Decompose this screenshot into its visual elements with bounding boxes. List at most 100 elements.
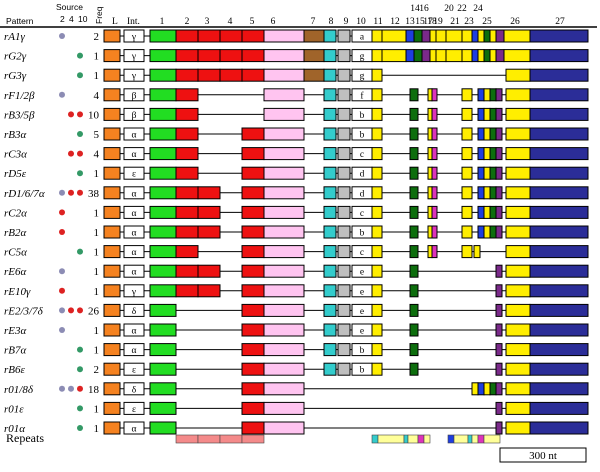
exon-block-gray <box>337 29 351 43</box>
exon-block-red <box>219 68 243 82</box>
exon-number-11: 11 <box>373 17 382 27</box>
frequency-value: 26 <box>88 305 100 317</box>
source-dot-gray <box>59 327 65 333</box>
frequency-value: 38 <box>88 188 100 200</box>
exon-block-yellow <box>371 343 383 357</box>
exon-block-red <box>241 49 265 63</box>
intron-box <box>123 303 145 317</box>
source-dot-green <box>77 425 83 431</box>
source-dot-red <box>59 287 65 294</box>
exon-block-green <box>149 401 177 415</box>
exon-block-pink <box>263 29 305 43</box>
exon-10-variant: g <box>360 72 365 82</box>
exon-block-yellow <box>505 303 531 317</box>
source-dot-green <box>77 131 83 137</box>
exon-block-navy <box>529 401 589 415</box>
exon-block-pink <box>263 68 305 82</box>
exon-block-green <box>149 147 177 161</box>
exon-block-yellow <box>371 49 383 63</box>
isoform-name: rG2γ <box>4 51 27 63</box>
exon-number-24: 24 <box>473 4 483 14</box>
intron-box <box>123 421 145 435</box>
exon-block-purple <box>495 29 505 43</box>
exon-number-16: 16 <box>419 4 429 14</box>
intron-type: α <box>132 189 137 199</box>
exon-block-yellow <box>505 88 531 102</box>
exon-block-yellow <box>505 323 531 337</box>
exon-10-box <box>351 29 373 43</box>
exon-block-purple <box>495 205 503 219</box>
exon-block-darkgreen <box>489 205 497 219</box>
isoform-row: rG2γ 1 γ g <box>4 49 589 63</box>
repeats-track <box>175 434 501 444</box>
isoform-row: rG3γ 1 γ g <box>4 68 589 82</box>
exon-block-yellow <box>483 205 491 219</box>
exon-block-yellow <box>427 245 433 259</box>
frequency-value: 1 <box>94 51 100 63</box>
header-pattern: Pattern <box>6 16 34 26</box>
exon-block-brown <box>303 29 325 43</box>
exon-L <box>103 88 121 102</box>
exon-10-variant: b <box>360 346 365 356</box>
source-dot-red <box>68 111 74 118</box>
exon-10-box <box>351 166 373 180</box>
exon-block-gray <box>337 127 351 141</box>
isoform-row: rE6α 1 α e <box>4 264 589 278</box>
header-source-col-10: 10 <box>78 14 88 24</box>
exon-block-yellow <box>445 29 463 43</box>
exon-block-navy <box>529 29 589 43</box>
repeat-block <box>467 434 473 444</box>
exon-block-yellow <box>505 245 531 259</box>
isoform-name: rB7α <box>4 345 27 357</box>
exon-block-blue <box>477 186 485 200</box>
exon-block-yellow <box>371 362 383 376</box>
exon-block-red <box>219 49 243 63</box>
exon-10-box <box>351 284 373 298</box>
header-source-col-4: 4 <box>69 14 74 24</box>
exon-block-gray <box>337 88 351 102</box>
exon-block-yellow <box>371 68 383 82</box>
exon-block-pink <box>263 186 305 200</box>
exon-block-darkgreen <box>409 284 419 298</box>
exon-block-yellow <box>371 166 383 180</box>
exon-10-box <box>351 49 373 63</box>
exon-block-gray <box>337 284 351 298</box>
exon-block-navy <box>529 205 589 219</box>
exon-block-blue <box>477 88 485 102</box>
frequency-value: 1 <box>94 423 100 435</box>
exon-block-yellow <box>381 29 407 43</box>
exon-block-yellow <box>427 127 433 141</box>
exon-block-teal <box>323 127 337 141</box>
source-dot-red <box>68 307 74 314</box>
exon-block-green <box>149 29 177 43</box>
exon-block-teal <box>323 323 337 337</box>
exon-block-yellow <box>371 284 383 298</box>
exon-block-magenta <box>431 205 438 219</box>
intron-type: ε <box>132 405 136 415</box>
exon-block-red <box>197 68 221 82</box>
exon-block-darkgreen <box>413 49 423 63</box>
exon-block-magenta <box>431 88 438 102</box>
isoform-name: rD5ε <box>4 168 27 180</box>
exon-number-18: 18 <box>427 17 437 27</box>
exon-10-variant: b <box>360 229 365 239</box>
exon-block-yellow <box>483 186 491 200</box>
exon-number-20: 20 <box>444 4 454 14</box>
isoform-name: rD1/6/7α <box>4 188 45 200</box>
repeat-block <box>417 434 425 444</box>
exon-block-pink <box>263 88 305 102</box>
exon-block-yellow <box>427 186 433 200</box>
exon-block-red <box>175 205 199 219</box>
exon-block-navy <box>529 147 589 161</box>
frequency-value: 1 <box>94 403 100 415</box>
exon-block-gray <box>337 166 351 180</box>
exon-block-yellow <box>427 107 433 121</box>
exon-block-gray <box>337 147 351 161</box>
exon-block-teal <box>323 166 337 180</box>
exon-number-15: 15 <box>415 17 425 27</box>
exon-block-red <box>175 186 199 200</box>
intron-type: α <box>132 327 137 337</box>
exon-block-yellow <box>483 88 491 102</box>
repeat-block <box>403 434 409 444</box>
source-dot-gray <box>59 189 65 196</box>
